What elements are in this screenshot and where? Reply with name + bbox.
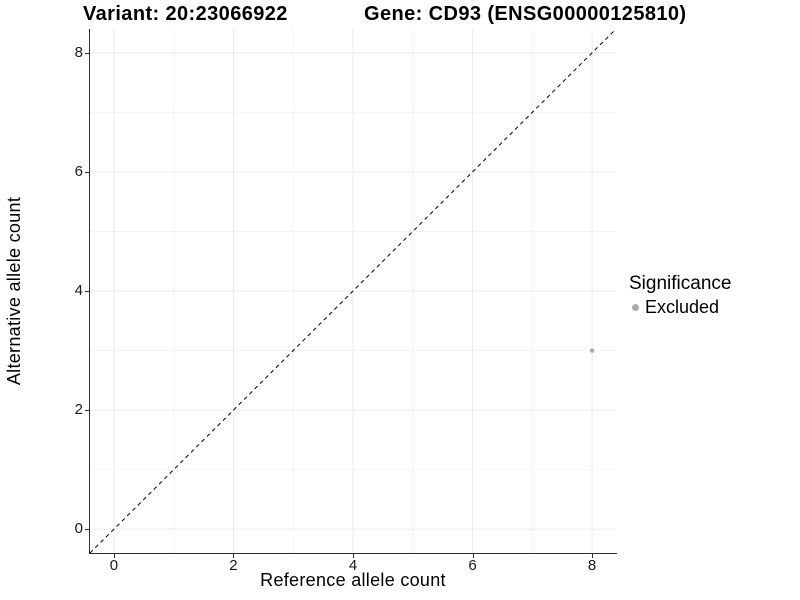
plot-canvas xyxy=(90,29,616,553)
x-tick-mark xyxy=(592,554,594,558)
y-tick-mark xyxy=(85,291,89,292)
x-tick-mark xyxy=(233,554,235,558)
x-tick-mark xyxy=(353,554,354,558)
y-tick-label: 0 xyxy=(74,520,83,538)
y-tick-mark xyxy=(85,171,89,173)
y-axis-title: Alternative allele count xyxy=(4,196,24,386)
y-tick-label: 4 xyxy=(74,282,83,299)
x-tick-label: 6 xyxy=(468,557,477,574)
legend-item: Excluded xyxy=(629,297,731,317)
plot-panel xyxy=(90,29,616,553)
data-point xyxy=(589,348,595,353)
legend-title: Significance xyxy=(629,273,732,294)
x-tick-mark xyxy=(113,554,115,558)
x-tick-label: 8 xyxy=(587,557,597,574)
legend-point-icon xyxy=(632,304,639,311)
plot-title-gene: Gene: CD93 (ENSG00000125810) xyxy=(364,3,687,25)
legend-item-label: Excluded xyxy=(645,297,720,317)
legend: Significance Excluded xyxy=(629,273,731,317)
y-tick-mark xyxy=(85,52,89,54)
x-axis-line xyxy=(89,553,617,554)
y-tick-label: 2 xyxy=(74,401,83,419)
x-tick-label: 0 xyxy=(109,557,119,574)
x-tick-label: 4 xyxy=(348,557,358,574)
plot-title-variant: Variant: 20:23066922 xyxy=(83,3,288,25)
y-tick-label: 6 xyxy=(74,162,83,180)
x-axis-title: Reference allele count xyxy=(260,570,446,590)
identity-reference-line xyxy=(90,29,616,553)
y-tick-label: 8 xyxy=(74,43,83,61)
x-tick-mark xyxy=(472,554,474,558)
x-tick-label: 2 xyxy=(229,557,238,574)
legend-items: Excluded xyxy=(629,297,731,317)
y-tick-mark xyxy=(85,529,89,531)
y-axis-line xyxy=(89,29,90,554)
y-tick-mark xyxy=(85,410,89,412)
